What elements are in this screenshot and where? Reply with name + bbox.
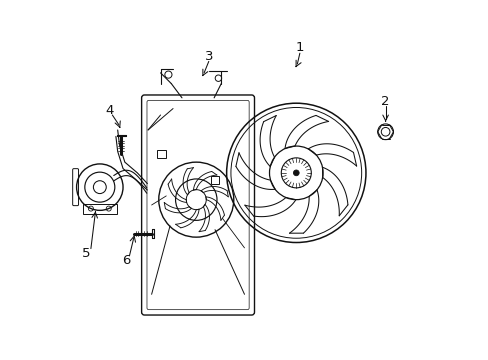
Text: 6: 6 xyxy=(122,254,130,267)
Text: 1: 1 xyxy=(295,41,304,54)
Bar xyxy=(210,176,218,184)
Text: 5: 5 xyxy=(82,247,91,260)
Bar xyxy=(157,150,165,158)
Text: 4: 4 xyxy=(105,104,113,117)
Bar xyxy=(82,204,117,214)
Circle shape xyxy=(293,170,299,176)
Text: 3: 3 xyxy=(204,50,213,63)
Text: 2: 2 xyxy=(381,95,389,108)
